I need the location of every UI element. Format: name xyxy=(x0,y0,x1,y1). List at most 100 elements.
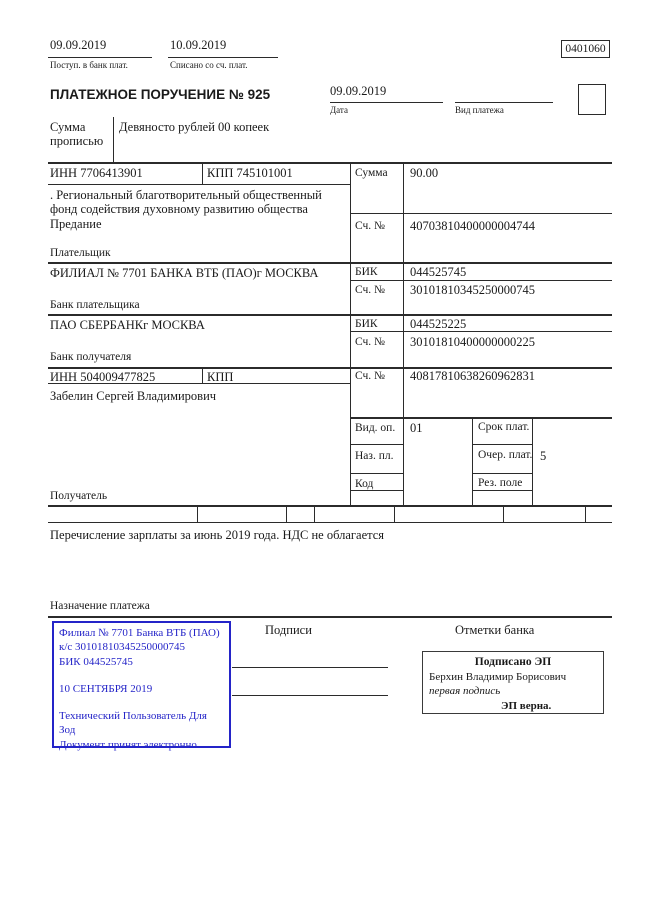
table-line xyxy=(503,505,504,522)
payee-bank-name: ПАО СБЕРБАНКг МОСКВА xyxy=(50,318,205,332)
stamp-accepted: Документ принят электронно xyxy=(59,738,197,751)
payer-bank-label: Банк плательщика xyxy=(50,299,140,311)
table-line xyxy=(48,505,612,507)
payment-type-underline xyxy=(455,102,553,103)
table-line xyxy=(472,417,473,505)
payer-inn: ИНН 7706413901 xyxy=(50,166,143,180)
purpose-label: Назначение платежа xyxy=(50,600,150,612)
table-line xyxy=(532,417,533,505)
payer-bank-bik: 044525745 xyxy=(410,265,467,279)
table-line xyxy=(350,473,403,474)
received-date: 09.09.2019 xyxy=(50,38,107,52)
payer-bank-account: 30101810345250000745 xyxy=(410,283,535,297)
stamp-date: 10 СЕНТЯБРЯ 2019 xyxy=(59,682,153,695)
received-date-underline xyxy=(48,57,152,58)
e-signature-stamp: Подписано ЭП Берхин Владимир Борисович п… xyxy=(422,651,604,714)
table-line xyxy=(48,162,612,164)
table-line xyxy=(472,490,532,491)
document-title: ПЛАТЕЖНОЕ ПОРУЧЕНИЕ № 925 xyxy=(50,87,271,102)
table-line xyxy=(48,184,350,185)
table-line xyxy=(314,505,315,522)
stamp-spacer xyxy=(59,669,224,682)
table-line xyxy=(350,444,403,445)
table-line xyxy=(403,162,404,505)
payee-bank-account-label: Сч. № xyxy=(355,336,386,348)
payment-type-box xyxy=(578,84,606,115)
form-code-box: 0401060 xyxy=(561,40,610,58)
payee-account-label: Сч. № xyxy=(355,370,386,382)
table-line xyxy=(350,162,351,505)
payer-bank-account-label: Сч. № xyxy=(355,284,386,296)
amount-words-value: Девяносто рублей 00 копеек xyxy=(119,120,270,134)
stamp-bik: БИК 044525745 xyxy=(59,655,133,668)
table-line xyxy=(350,417,612,419)
amount-words-label: Сумма прописью xyxy=(50,120,104,149)
stamp-user-line2: Зод xyxy=(59,724,76,737)
table-line xyxy=(202,162,203,184)
payer-label: Плательщик xyxy=(50,247,111,259)
payee-bank-account: 30101810400000000225 xyxy=(410,335,535,349)
payer-bank-bik-label: БИК xyxy=(355,266,378,278)
date-underline xyxy=(330,102,443,103)
table-line xyxy=(48,314,612,316)
debited-date-underline xyxy=(168,57,278,58)
table-line xyxy=(472,444,532,445)
debited-date-label: Списано со сч. плат. xyxy=(170,60,248,70)
form-code: 0401060 xyxy=(565,43,606,55)
stamp-spacer xyxy=(59,696,224,709)
table-line xyxy=(350,280,612,281)
payee-bank-label: Банк получателя xyxy=(50,351,132,363)
stamp-corr-account: к/с 30101810345250000745 xyxy=(59,641,186,654)
purpose-underline xyxy=(48,616,612,618)
debited-date: 10.09.2019 xyxy=(170,38,227,52)
table-line xyxy=(394,505,395,522)
table-line xyxy=(350,490,403,491)
table-line xyxy=(350,331,612,332)
esig-name: Берхин Владимир Борисович xyxy=(429,670,567,683)
code-label: Код xyxy=(355,478,374,490)
payee-label: Получатель xyxy=(50,490,108,502)
payee-bank-bik-label: БИК xyxy=(355,318,378,330)
signature-line-2 xyxy=(232,695,388,696)
bank-electronic-stamp: Филиал № 7701 Банка ВТБ (ПАО) к/с 301018… xyxy=(52,621,231,751)
payer-bank-name: ФИЛИАЛ № 7701 БАНКА ВТБ (ПАО)г МОСКВА xyxy=(50,266,319,280)
table-line xyxy=(48,262,612,264)
table-line xyxy=(286,505,287,522)
payer-name: . Региональный благотворительный обществ… xyxy=(50,188,322,231)
bank-marks-label: Отметки банка xyxy=(455,623,535,637)
esig-subtitle: первая подпись xyxy=(429,685,501,698)
esig-verified: ЭП верна. xyxy=(501,699,552,712)
op-type-label: Вид. оп. xyxy=(355,422,396,434)
signatures-label: Подписи xyxy=(265,623,312,637)
purpose-text: Перечисление зарплаты за июнь 2019 года.… xyxy=(50,528,385,542)
payee-bank-bik: 044525225 xyxy=(410,317,467,331)
payee-inn: ИНН 504009477825 xyxy=(50,370,156,384)
received-date-label: Поступ. в банк плат. xyxy=(50,60,128,70)
date-label: Дата xyxy=(330,105,348,115)
payee-kpp-label: КПП xyxy=(207,370,234,384)
table-line xyxy=(585,505,586,522)
signature-line-1 xyxy=(232,667,388,668)
priority-value: 5 xyxy=(540,449,547,463)
payer-kpp: КПП 745101001 xyxy=(207,166,293,180)
payer-account: 40703810400000004744 xyxy=(410,219,535,233)
payee-name: Забелин Сергей Владимирович xyxy=(50,389,217,403)
sum-label: Сумма xyxy=(355,167,388,179)
table-line xyxy=(197,505,198,522)
reserve-field-label: Рез. поле xyxy=(478,477,523,489)
table-line xyxy=(472,473,532,474)
stamp-bank-name: Филиал № 7701 Банка ВТБ (ПАО) xyxy=(59,627,220,639)
purpose-code-label: Наз. пл. xyxy=(355,450,394,462)
op-type-value: 01 xyxy=(410,421,423,435)
due-date-label: Срок плат. xyxy=(478,421,530,433)
table-line xyxy=(202,367,203,383)
payment-type-label: Вид платежа xyxy=(455,105,504,115)
payer-account-label: Сч. № xyxy=(355,220,386,232)
table-line xyxy=(48,522,612,523)
stamp-user-line1: Технический Пользователь Для xyxy=(59,710,207,723)
table-line xyxy=(350,213,612,214)
table-line xyxy=(48,383,350,384)
sum-value: 90.00 xyxy=(410,166,439,180)
amount-words-divider xyxy=(113,117,114,162)
